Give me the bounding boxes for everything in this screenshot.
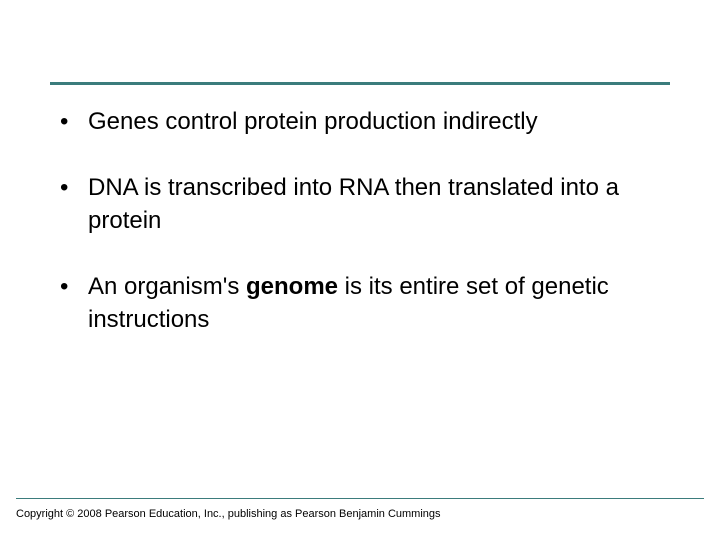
bullet-text: DNA is transcribed into RNA then transla… <box>88 172 660 237</box>
text-segment: DNA is transcribed into RNA then transla… <box>88 174 619 233</box>
bullet-mark: • <box>60 106 88 138</box>
slide: • Genes control protein production indir… <box>0 0 720 540</box>
bullet-text: An organism's genome is its entire set o… <box>88 271 660 336</box>
bullet-text: Genes control protein production indirec… <box>88 106 660 138</box>
top-divider <box>50 82 670 85</box>
bottom-divider <box>16 498 704 499</box>
bullet-list: • Genes control protein production indir… <box>60 106 660 336</box>
bullet-item: •DNA is transcribed into RNA then transl… <box>60 172 660 237</box>
bullet-mark: • <box>60 271 88 303</box>
bold-term: genome <box>246 273 338 300</box>
bullet-item: •An organism's genome is its entire set … <box>60 271 660 336</box>
copyright-text: Copyright © 2008 Pearson Education, Inc.… <box>16 508 441 520</box>
bullet-item: • Genes control protein production indir… <box>60 106 660 138</box>
text-segment: Genes control protein production indirec… <box>88 108 538 135</box>
text-segment: An organism's <box>88 273 246 300</box>
bullet-mark: • <box>60 172 88 204</box>
